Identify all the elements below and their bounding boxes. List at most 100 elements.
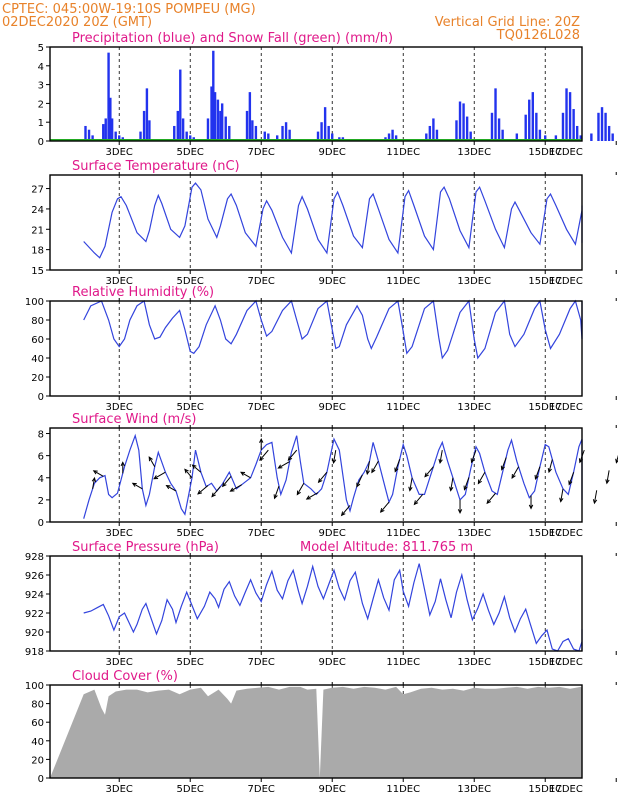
- precip-bar: [538, 129, 542, 141]
- wind-arrow: [191, 464, 202, 473]
- precip-bar: [611, 133, 614, 141]
- wind-arrow: [500, 457, 507, 471]
- x-tick-label: 3DEC: [106, 276, 133, 287]
- precip-bar: [327, 125, 330, 141]
- x-tick-label: 7DEC: [248, 657, 275, 668]
- precip-bar: [84, 125, 87, 141]
- precip-bar: [323, 107, 327, 141]
- y-tick-label: 40: [31, 354, 44, 365]
- panels: Precipitation (blue) and Snow Fall (gree…: [25, 31, 618, 795]
- y-tick-label: 2: [38, 99, 44, 110]
- x-tick-label: 17DEC: [549, 528, 583, 539]
- precip-bar: [394, 135, 398, 141]
- precip-bar: [600, 107, 604, 141]
- y-tick-label: 918: [25, 647, 44, 658]
- x-tick-label: 17DEC: [549, 402, 583, 413]
- precip-bar: [572, 109, 575, 141]
- precip-bar: [213, 92, 217, 141]
- wind-arrow: [91, 476, 97, 489]
- precip-bar: [263, 131, 266, 141]
- x-tick-label: 5DEC: [177, 147, 204, 158]
- precip-bar: [531, 92, 534, 141]
- precip-bar: [276, 135, 279, 141]
- precip-bar: [91, 135, 94, 141]
- x-tick-label: 7DEC: [248, 528, 275, 539]
- header-station: CPTEC: 045:00W-19:10S POMPEU (MG): [2, 2, 256, 17]
- wind-arrow: [438, 450, 443, 465]
- panel-frame: [49, 555, 583, 652]
- precip-bar: [568, 92, 572, 141]
- x-tick-label: 17DEC: [549, 276, 583, 287]
- precip-bar: [465, 116, 469, 141]
- y-tick-label: 5: [38, 43, 44, 54]
- y-tick-label: 0: [38, 774, 44, 785]
- precip-bar: [210, 86, 213, 141]
- series-line: [83, 182, 583, 259]
- panel-title: Surface Wind (m/s): [72, 412, 196, 427]
- precip-bar: [501, 129, 504, 141]
- panel-title: Precipitation (blue) and Snow Fall (gree…: [72, 31, 393, 46]
- precip-bar: [251, 120, 254, 141]
- y-tick-label: 20: [31, 373, 44, 384]
- wind-arrow: [305, 492, 319, 500]
- wind-arrow: [605, 470, 610, 485]
- precip-bar: [554, 135, 558, 141]
- precip-bar: [288, 129, 291, 141]
- x-tick-label: 17DEC: [549, 657, 583, 668]
- y-tick-label: 20: [31, 755, 44, 766]
- wind-arrow: [184, 468, 193, 479]
- wind-arrow: [477, 471, 486, 485]
- x-tick-label: 9DEC: [319, 402, 346, 413]
- wind-arrow: [547, 459, 553, 474]
- precip-bar: [455, 120, 458, 141]
- wind-arrow: [559, 488, 564, 503]
- wind-arrow: [229, 484, 242, 492]
- x-tick-label: 5DEC: [177, 402, 204, 413]
- y-tick-label: 80: [31, 316, 44, 327]
- precip-bar: [245, 110, 249, 141]
- y-tick-label: 27: [31, 185, 44, 196]
- x-tick-label: 15DEC: [528, 657, 562, 668]
- precip-bar: [185, 131, 188, 141]
- y-tick-label: 100: [25, 297, 44, 308]
- precip-bar: [87, 129, 91, 141]
- precip-bar: [220, 103, 224, 141]
- precip-bar: [212, 50, 215, 142]
- x-tick-label: 5DEC: [177, 784, 204, 795]
- wind-arrow: [296, 483, 305, 496]
- y-tick-label: 924: [25, 590, 44, 601]
- wind-arrow: [148, 456, 156, 467]
- x-tick-label: 15DEC: [528, 528, 562, 539]
- wind-arrow: [408, 477, 413, 492]
- panel-title: Surface Pressure (hPa): [72, 540, 219, 555]
- x-tick-label: 9DEC: [319, 276, 346, 287]
- precip-bar: [107, 52, 110, 141]
- precip-bar: [281, 125, 284, 141]
- wind-arrow: [277, 461, 290, 469]
- panel-2: Surface Temperature (nC) 15 18 21 24 27 3DEC 5D…: [31, 159, 617, 287]
- x-tick-label: 13DEC: [457, 147, 491, 158]
- precip-bar: [607, 125, 611, 141]
- wind-arrow: [317, 471, 328, 484]
- series-line: [83, 433, 583, 519]
- wind-arrow: [153, 471, 166, 480]
- x-tick-label: 9DEC: [319, 147, 346, 158]
- wind-arrow: [197, 485, 209, 495]
- cloud-cover-area: [50, 686, 582, 778]
- x-tick-label: 13DEC: [457, 402, 491, 413]
- y-tick-label: 60: [31, 335, 44, 346]
- y-tick-label: 0: [38, 518, 44, 529]
- wind-arrow: [463, 477, 470, 491]
- precip-bar: [139, 131, 142, 141]
- precip-bar: [561, 112, 565, 141]
- wind-arrow: [131, 482, 143, 490]
- x-tick-label: 11DEC: [386, 402, 420, 413]
- wind-arrow: [273, 485, 280, 500]
- precip-bar: [145, 88, 149, 141]
- x-tick-label: 15DEC: [528, 147, 562, 158]
- precip-bar: [109, 97, 112, 141]
- x-tick-label: 3DEC: [106, 657, 133, 668]
- precip-bar: [391, 129, 394, 141]
- x-tick-label: 7DEC: [248, 784, 275, 795]
- precip-bar: [216, 99, 220, 141]
